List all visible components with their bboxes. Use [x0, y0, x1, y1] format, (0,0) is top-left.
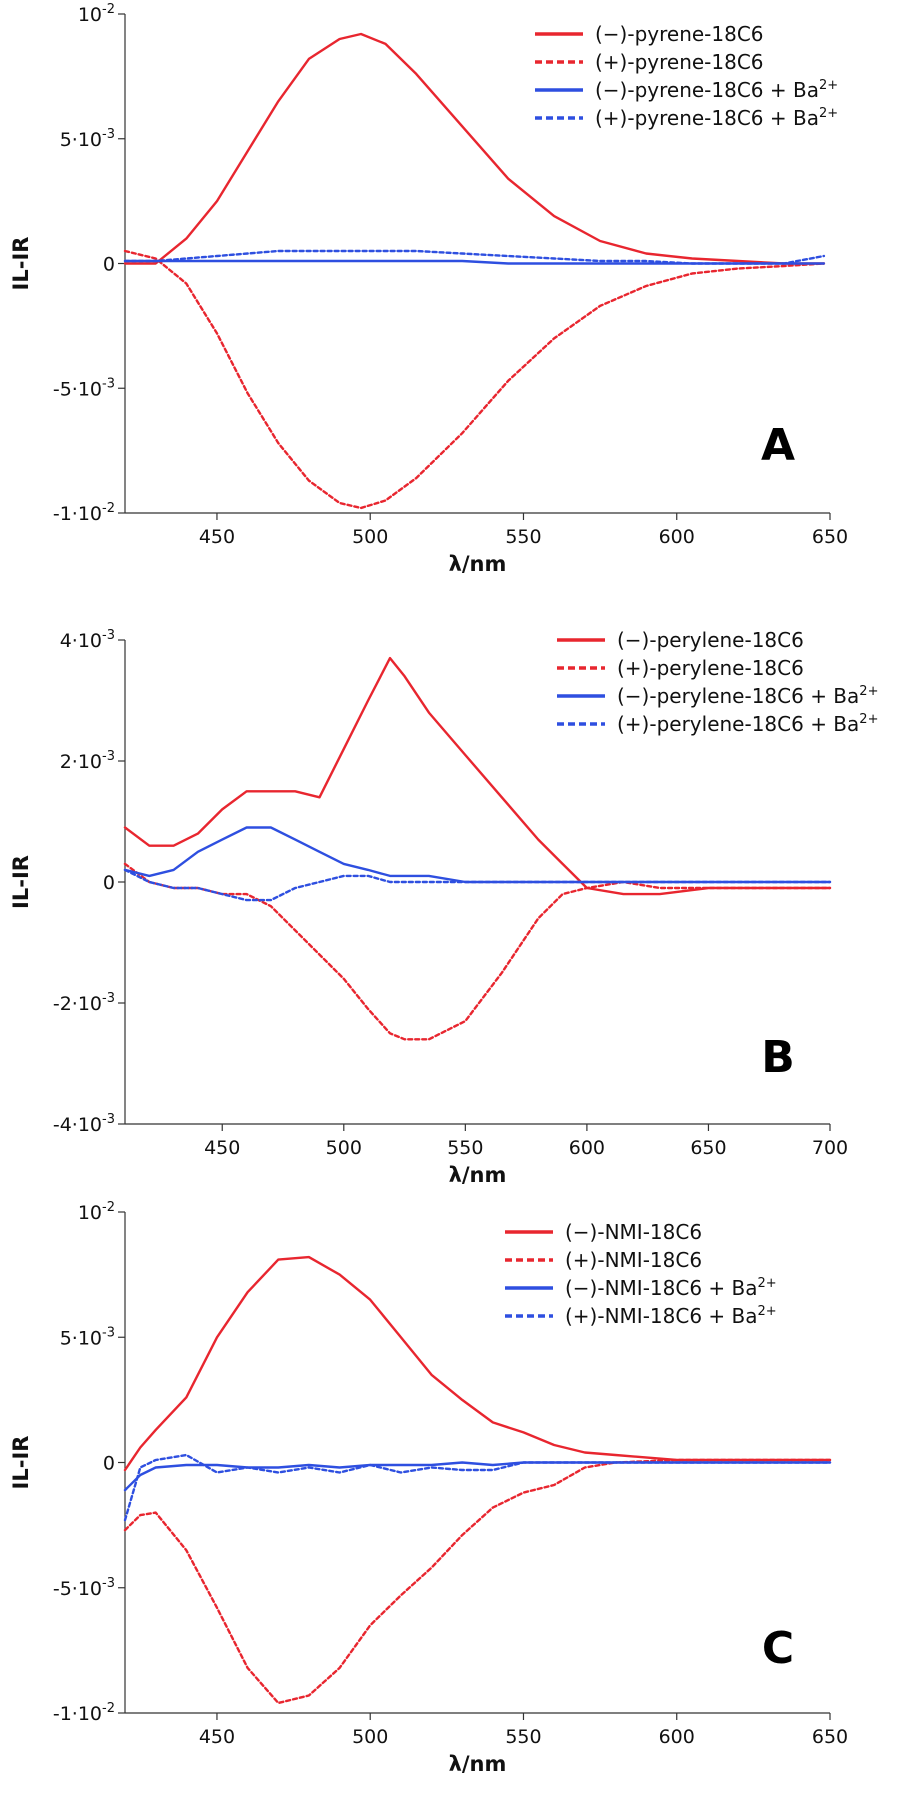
- y-tick-label: 10-2: [78, 1200, 115, 1224]
- legend-label: (+)-perylene-18C6: [617, 656, 804, 680]
- legend-label: (−)-pyrene-18C6 + Ba2+: [595, 78, 838, 102]
- panel-label: B: [761, 1032, 795, 1083]
- x-tick-label: 500: [326, 1137, 362, 1159]
- x-tick-label: 500: [352, 526, 388, 548]
- y-tick-label: -5·10-3: [53, 1576, 115, 1600]
- y-tick-label: 0: [103, 1453, 115, 1475]
- y-axis-title: IL-IR: [9, 855, 33, 909]
- y-tick-label: -5·10-3: [53, 376, 115, 400]
- panel-c: 450 500 550 600 650 10-2 5·10-3 0 -5·10-3 -1·10-2…: [9, 1200, 848, 1776]
- legend-label: (+)-pyrene-18C6: [595, 50, 764, 74]
- legend-label: (−)-NMI-18C6 + Ba2+: [565, 1276, 777, 1300]
- y-tick-label: -1·10-2: [53, 1701, 115, 1725]
- series-line-2: [123, 249, 826, 510]
- legend-label: (+)-NMI-18C6: [565, 1248, 702, 1272]
- y-tick-label: -1·10-2: [53, 501, 115, 525]
- series-line-2: [123, 1458, 832, 1705]
- x-axis-title: λ/nm: [449, 552, 507, 576]
- y-tick-label: -2·10-3: [53, 991, 115, 1015]
- x-tick-label: 450: [199, 526, 235, 548]
- series-line-4: [123, 1453, 832, 1522]
- panel-b: 450 500 550 600 650 700 4·10-3 2·10-3 0 -2·10-3 -4…: [9, 628, 878, 1187]
- series-line-1: [123, 32, 826, 265]
- y-tick-label: 10-2: [78, 2, 115, 26]
- x-tick-label: 550: [447, 1137, 483, 1159]
- y-axis-title: IL-IR: [9, 1436, 33, 1490]
- x-axis-title: λ/nm: [449, 1752, 507, 1776]
- x-tick-label: 450: [204, 1137, 240, 1159]
- panel-label: A: [761, 420, 795, 471]
- x-axis-title: λ/nm: [449, 1163, 507, 1187]
- series-line-4: [123, 249, 826, 265]
- x-tick-label: 550: [505, 526, 541, 548]
- legend-label: (+)-pyrene-18C6 + Ba2+: [595, 106, 838, 130]
- y-tick-label: 5·10-3: [60, 127, 115, 151]
- panel-label: C: [762, 1623, 794, 1674]
- y-axis-title: IL-IR: [9, 237, 33, 291]
- series-line-3: [123, 1461, 832, 1492]
- series-line-1: [123, 1255, 832, 1472]
- x-tick-label: 450: [199, 1726, 235, 1748]
- y-tick-label: 0: [103, 254, 115, 276]
- x-tick-label: 650: [812, 1726, 848, 1748]
- legend-label: (−)-NMI-18C6: [565, 1220, 702, 1244]
- x-tick-label: 500: [352, 1726, 388, 1748]
- series-line-1: [123, 656, 832, 896]
- series-line-3: [123, 826, 832, 884]
- legend-label: (+)-NMI-18C6 + Ba2+: [565, 1304, 777, 1328]
- legend-label: (−)-pyrene-18C6: [595, 22, 764, 46]
- x-tick-label: 650: [812, 526, 848, 548]
- x-tick-label: 650: [690, 1137, 726, 1159]
- legend-label: (+)-perylene-18C6 + Ba2+: [617, 712, 878, 736]
- x-tick-label: 600: [659, 1726, 695, 1748]
- x-tick-label: 700: [812, 1137, 848, 1159]
- panel-a: 450 500 550 600 650 10-2 5·10-3 0 -5·10-3 -1·10-2…: [9, 2, 848, 576]
- y-tick-label: 0: [103, 872, 115, 894]
- y-tick-label: 5·10-3: [60, 1325, 115, 1349]
- x-tick-label: 600: [569, 1137, 605, 1159]
- series-line-4: [123, 868, 832, 902]
- x-tick-label: 550: [505, 1726, 541, 1748]
- y-tick-label: -4·10-3: [53, 1112, 115, 1136]
- series-line-2: [123, 862, 832, 1041]
- y-tick-label: 2·10-3: [60, 749, 115, 773]
- legend-label: (−)-perylene-18C6: [617, 628, 804, 652]
- legend-label: (−)-perylene-18C6 + Ba2+: [617, 684, 878, 708]
- x-tick-label: 600: [659, 526, 695, 548]
- y-tick-label: 4·10-3: [60, 628, 115, 652]
